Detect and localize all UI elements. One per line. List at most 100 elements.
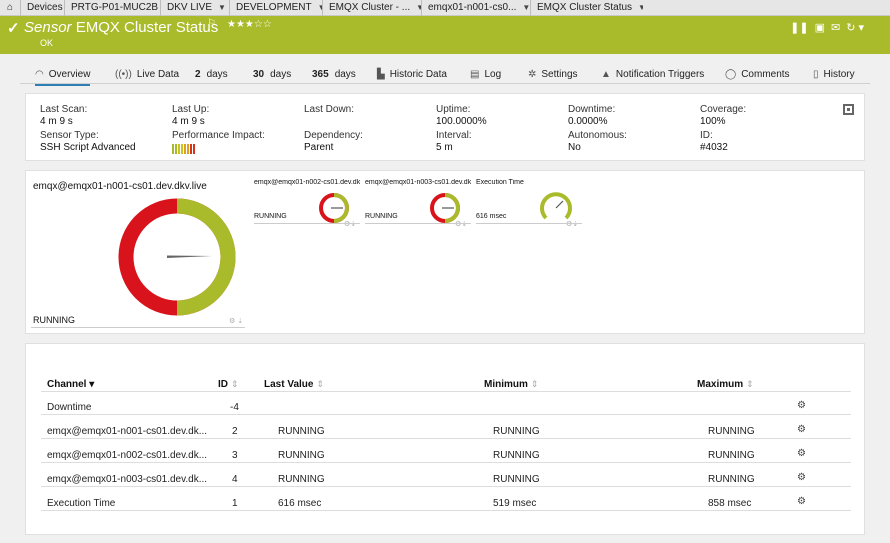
tab-bar: ◠ Overview ((•)) Live Data 2 days 30 days 36… <box>20 66 870 86</box>
maximum-value: 858 msec <box>708 498 752 509</box>
channel-name[interactable]: Downtime <box>47 402 92 413</box>
impact-bar <box>178 144 180 154</box>
speed-gauge <box>540 192 572 220</box>
last-up: Last Up: 4 m 9 s <box>172 104 210 127</box>
table-row[interactable]: emqx@emqx01-n003-cs01.dev.dk... 4 RUNNIN… <box>26 467 866 491</box>
dropdown-caret-icon[interactable]: ▼ <box>416 3 421 12</box>
last-value: 616 msec <box>278 498 322 509</box>
breadcrumb-sensor[interactable]: EMQX Cluster Status ▼ <box>531 0 643 16</box>
tab-settings[interactable]: ✲ Settings <box>528 69 578 80</box>
dropdown-caret-icon[interactable]: ▼ <box>318 3 322 12</box>
historic-data-icon: ▙ <box>377 69 385 80</box>
main-status-gauge[interactable] <box>112 192 242 322</box>
email-icon[interactable]: ✉ <box>830 22 841 34</box>
sort-down-icon: ▾ <box>89 379 95 390</box>
history-icon: ▯ <box>813 69 819 80</box>
mini-gauge-n002[interactable]: emqx@emqx01-n002-cs01.dev.dkv.live RUNNI… <box>254 179 360 228</box>
home-icon[interactable]: ⌂ <box>0 0 21 16</box>
report-icon[interactable]: ▣ <box>814 22 825 34</box>
channels-table: Channel ▾ ID ⇕ Last Value ⇕ Minimum ⇕ Maxim… <box>25 343 865 535</box>
sort-icon: ⇕ <box>746 379 754 389</box>
page-title: Sensor EMQX Cluster Status <box>24 19 219 36</box>
breadcrumb-group-cluster[interactable]: EMQX Cluster - ...▼ <box>323 0 422 16</box>
breadcrumb-group-live[interactable]: DKV LIVE ▼ <box>161 0 230 16</box>
gauge-ring-good <box>333 193 349 223</box>
dropdown-caret-icon[interactable]: ▼ <box>218 3 226 12</box>
column-header-maximum[interactable]: Maximum ⇕ <box>697 379 754 390</box>
overview-icon: ◠ <box>35 69 44 80</box>
impact-bar <box>184 144 186 154</box>
gauge-ring-good <box>176 198 236 316</box>
dependency: Dependency: Parent <box>304 130 363 153</box>
minimum-value: RUNNING <box>493 474 540 485</box>
breadcrumb: ⌂ Devices PRTG-P01-MUC2B▼ DKV LIVE▼ DEVE… <box>0 0 890 16</box>
tab-365-days[interactable]: 365 days <box>312 69 356 80</box>
table-row[interactable]: emqx@emqx01-n001-cs01.dev.dk... 2 RUNNIN… <box>26 419 866 443</box>
pause-icon[interactable]: ❚❚ <box>790 22 809 34</box>
main-gauge-title: emqx@emqx01-n001-cs01.dev.dkv.live <box>33 181 207 192</box>
priority-stars[interactable]: ★★★☆☆ <box>227 19 272 30</box>
channel-settings-icon[interactable]: ⚙ <box>797 496 806 507</box>
performance-impact-bars <box>172 144 265 154</box>
refresh-icon[interactable]: ↻ ▾ <box>846 22 864 34</box>
last-down: Last Down: <box>304 104 355 115</box>
tab-overview[interactable]: ◠ Overview <box>35 69 91 86</box>
qr-code-icon[interactable] <box>843 104 854 115</box>
gauge-settings-icon[interactable]: ⚙⇣ <box>566 221 579 228</box>
tab-30-days[interactable]: 30 days <box>253 69 292 80</box>
breadcrumb-device[interactable]: emqx01-n001-cs0... ▼ <box>422 0 531 16</box>
column-header-last-value[interactable]: Last Value ⇕ <box>264 379 325 390</box>
channel-settings-icon[interactable]: ⚙ <box>797 448 806 459</box>
column-header-id[interactable]: ID ⇕ <box>218 379 239 390</box>
channel-name[interactable]: emqx@emqx01-n003-cs01.dev.dk... <box>47 474 208 485</box>
channel-name[interactable]: emqx@emqx01-n001-cs01.dev.dk... <box>47 426 208 437</box>
channel-settings-icon[interactable]: ⚙ <box>797 472 806 483</box>
sensor-header: ✓ Sensor EMQX Cluster Status ⚐ ★★★☆☆ OK … <box>0 16 890 54</box>
mini-gauge-n003[interactable]: emqx@emqx01-n003-cs01.dev.dkv.live RUNNI… <box>365 179 471 228</box>
column-header-minimum[interactable]: Minimum ⇕ <box>484 379 539 390</box>
tab-log[interactable]: ▤ Log <box>470 69 502 80</box>
tab-historic-data[interactable]: ▙ Historic Data <box>377 69 447 80</box>
tab-history[interactable]: ▯ History <box>813 69 855 80</box>
gauge-settings-icon[interactable]: ⚙⇣ <box>455 221 468 228</box>
gauge-ring-good <box>444 193 460 223</box>
divider <box>31 327 245 328</box>
breadcrumb-devices[interactable]: Devices <box>21 0 65 16</box>
mini-gauge-execution-time[interactable]: Execution Time 616 msec ⚙⇣ <box>476 179 584 228</box>
live-data-icon: ((•)) <box>115 69 132 80</box>
main-gauge-value: RUNNING <box>33 315 75 325</box>
channel-name[interactable]: emqx@emqx01-n002-cs01.dev.dk... <box>47 450 208 461</box>
column-header-channel[interactable]: Channel ▾ <box>47 379 95 390</box>
table-row[interactable]: Downtime -4 ⚙ <box>26 395 866 419</box>
tab-live-data[interactable]: ((•)) Live Data <box>115 69 180 80</box>
breadcrumb-group-development[interactable]: DEVELOPMENT▼ <box>230 0 323 16</box>
divider <box>254 223 360 224</box>
row-divider <box>41 462 851 463</box>
divider <box>476 223 582 224</box>
table-row[interactable]: emqx@emqx01-n002-cs01.dev.dk... 3 RUNNIN… <box>26 443 866 467</box>
downtime: Downtime: 0.0000% <box>568 104 616 127</box>
maximum-value: RUNNING <box>708 450 755 461</box>
channel-settings-icon[interactable]: ⚙ <box>797 400 806 411</box>
breadcrumb-probe[interactable]: PRTG-P01-MUC2B▼ <box>65 0 161 16</box>
gauge-arc <box>540 192 572 220</box>
channel-id: 4 <box>232 474 238 485</box>
gauge-needle <box>555 200 564 209</box>
flag-icon[interactable]: ⚐ <box>207 18 216 29</box>
channel-id: -4 <box>230 402 239 413</box>
dropdown-caret-icon[interactable]: ▼ <box>522 3 531 12</box>
gauge-settings-icon[interactable]: ⚙⇣ <box>344 221 357 228</box>
table-row[interactable]: Execution Time 1 616 msec 519 msec 858 m… <box>26 491 866 515</box>
impact-bar <box>175 144 177 154</box>
tab-notification-triggers[interactable]: ▲ Notification Triggers <box>601 69 705 80</box>
mini-status-gauge <box>319 193 349 223</box>
channel-name[interactable]: Execution Time <box>47 498 116 509</box>
gauge-needle <box>167 255 212 258</box>
row-divider <box>41 510 851 511</box>
tab-comments[interactable]: ◯ Comments <box>725 69 790 80</box>
dropdown-caret-icon[interactable]: ▼ <box>638 3 643 12</box>
header-toolbar: ❚❚ ▣ ✉ ↻ ▾ <box>790 21 864 34</box>
gauge-settings-icon[interactable]: ⚙ ⇣ <box>229 318 244 325</box>
channel-settings-icon[interactable]: ⚙ <box>797 424 806 435</box>
tab-2-days[interactable]: 2 days <box>195 69 228 80</box>
